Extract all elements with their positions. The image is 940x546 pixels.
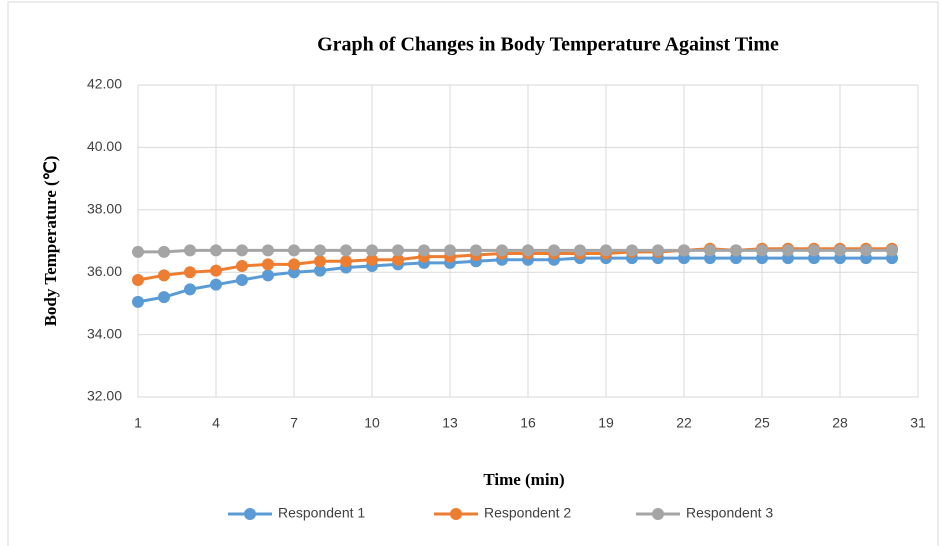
data-point [600, 244, 612, 257]
data-point [470, 244, 482, 257]
data-point [210, 278, 222, 291]
data-point [236, 274, 248, 286]
data-point [158, 245, 170, 258]
data-point [288, 244, 300, 257]
legend-marker [244, 508, 256, 520]
x-tick-label: 25 [754, 415, 770, 431]
data-point [392, 253, 404, 266]
x-tick-label: 31 [910, 415, 926, 431]
data-point [496, 244, 508, 257]
data-point [132, 274, 144, 286]
series-line [138, 248, 892, 254]
data-point [834, 244, 846, 257]
data-point [184, 283, 196, 296]
legend-label: Respondent 3 [686, 505, 773, 521]
x-tick-label: 4 [212, 415, 220, 431]
data-point [704, 244, 716, 257]
y-tick-label: 38.00 [87, 201, 122, 217]
y-tick-label: 34.00 [87, 325, 122, 341]
data-point [678, 244, 690, 257]
data-point [132, 295, 144, 308]
data-point [652, 244, 664, 257]
data-point [184, 266, 196, 279]
data-point [366, 253, 378, 266]
series-line [137, 247, 892, 282]
y-tick-label: 40.00 [87, 138, 122, 154]
x-tick-label: 16 [520, 415, 536, 431]
legend-marker [450, 508, 462, 520]
data-point [236, 244, 248, 257]
x-tick-label: 13 [442, 415, 458, 431]
data-point [340, 244, 352, 257]
data-point [730, 244, 742, 257]
data-point [158, 291, 170, 304]
data-point [132, 245, 144, 258]
data-point [886, 244, 898, 257]
data-point [522, 244, 534, 257]
data-point [210, 244, 222, 257]
data-point [756, 244, 768, 257]
x-axis-label: Time (min) [483, 470, 564, 489]
data-point [860, 244, 872, 257]
data-point [314, 264, 326, 277]
data-point [574, 244, 586, 257]
data-point [210, 264, 222, 277]
x-tick-label: 1 [134, 415, 142, 431]
data-point [340, 255, 352, 268]
data-point [314, 255, 326, 268]
x-tick-label: 19 [598, 415, 614, 431]
chart-title: Graph of Changes in Body Temperature Aga… [317, 34, 779, 56]
data-point [288, 258, 300, 271]
chart-frame [7, 1, 939, 546]
data-point [262, 269, 274, 282]
y-tick-label: 32.00 [87, 388, 122, 404]
y-tick-label: 42.00 [87, 76, 122, 92]
data-point [418, 244, 430, 257]
x-tick-label: 7 [290, 415, 298, 431]
data-point [314, 244, 326, 257]
data-point [184, 244, 196, 257]
data-point [444, 244, 456, 257]
x-tick-label: 28 [832, 415, 848, 431]
data-point [782, 244, 794, 257]
x-tick-label: 22 [676, 415, 692, 431]
data-point [262, 258, 274, 271]
data-point [808, 244, 820, 257]
data-point [262, 244, 274, 257]
legend-label: Respondent 1 [278, 505, 365, 521]
data-point [548, 244, 560, 257]
x-tick-label: 10 [364, 415, 380, 431]
legend-marker [652, 508, 664, 520]
data-point [236, 259, 248, 272]
y-axis-label: Body Temperature (℃) [41, 156, 60, 327]
data-point [626, 244, 638, 257]
y-tick-label: 36.00 [87, 263, 122, 279]
data-point [366, 244, 378, 257]
legend-label: Respondent 2 [484, 505, 571, 521]
data-point [158, 269, 170, 282]
data-point [392, 244, 404, 257]
